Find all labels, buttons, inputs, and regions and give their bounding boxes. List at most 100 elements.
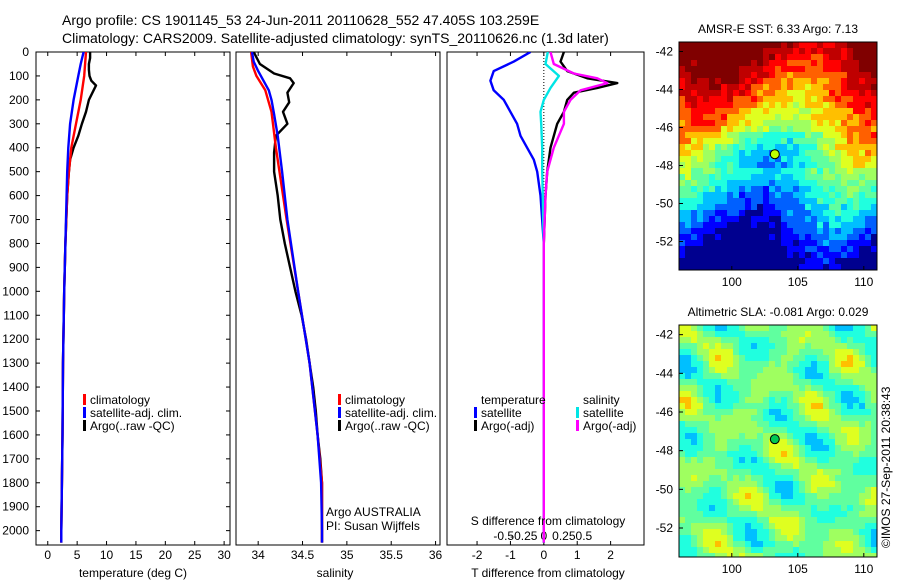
sla-cell [745,403,752,410]
sla-cell [739,493,746,500]
sla-cell [757,367,764,374]
sst-cell [859,180,866,187]
sst-cell [763,264,770,270]
sla-cell [697,469,704,476]
x-tick-label: 35 [340,548,354,562]
sla-cell [679,367,686,374]
sst-cell [745,210,752,217]
sst-cell [733,102,740,109]
sla-cell [865,397,872,404]
sst-cell [775,216,782,223]
sst-cell [757,42,764,49]
sst-cell [721,264,728,270]
salinity-panel: 34 34.5 35 35.5 36 salinity climatology sate… [235,51,443,580]
sst-cell [793,72,800,79]
sla-cell [787,385,794,392]
sla-cell [745,511,752,518]
sst-cell [721,120,728,127]
sst-cell [865,144,872,151]
depth-tick-label: 400 [9,141,29,155]
sla-cell [739,331,746,338]
sla-cell [793,457,800,464]
sst-cell [859,198,866,205]
sla-cell [871,421,877,428]
sla-cell [847,487,854,494]
sla-cell [739,487,746,494]
sla-cell [757,343,764,350]
sst-cell [811,264,818,270]
sst-cell [781,96,788,103]
sst-cell [697,204,704,211]
sla-cell [853,379,860,386]
sla-cell [835,379,842,386]
sst-cell [769,228,776,235]
sla-cell [865,349,872,356]
sla-cell [739,511,746,518]
sst-cell [715,168,722,175]
sla-cell [823,397,830,404]
sst-cell [853,222,860,229]
sla-cell [685,517,692,524]
sla-cell [727,361,734,368]
sla-cell [751,487,758,494]
sst-cell [853,66,860,73]
sla-cell [787,475,794,482]
sst-cell [685,192,692,199]
sla-cell [865,379,872,386]
sst-cell [853,246,860,253]
sst-cell [835,132,842,139]
sst-cell [823,156,830,163]
sst-cell [853,120,860,127]
sla-cell [715,397,722,404]
sst-cell [703,108,710,115]
sla-cell [805,421,812,428]
sst-cell [721,66,728,73]
sst-cell [853,144,860,151]
sla-cell [757,397,764,404]
sla-cell [799,331,806,338]
sst-cell [811,96,818,103]
sla-cell [805,451,812,458]
sla-cell [727,445,734,452]
sst-cell [817,198,824,205]
sla-cell [859,391,866,398]
sla-cell [853,391,860,398]
sla-cell [721,463,728,470]
sla-cell [859,451,866,458]
sla-cell [721,529,728,536]
sla-cell [685,529,692,536]
sla-cell [721,517,728,524]
sla-cell [823,529,830,536]
sla-cell [715,487,722,494]
sla-cell [757,553,764,557]
sst-cell [685,42,692,49]
sst-cell [823,228,830,235]
map-y-tick-label: -48 [656,444,674,458]
sst-cell [691,222,698,229]
legend-label-argo: Argo(..raw -QC) [90,419,175,433]
sst-cell [745,264,752,270]
sst-cell [805,108,812,115]
sla-cell [733,421,740,428]
sla-cell [781,373,788,380]
sst-cell [835,246,842,253]
sla-cell [799,397,806,404]
sla-cell [685,373,692,380]
sla-cell [835,475,842,482]
sst-cell [739,222,746,229]
sla-cell [763,535,770,542]
sst-cell [793,246,800,253]
sla-cell [751,523,758,530]
sst-cell [799,126,806,133]
sla-cell [715,505,722,512]
sst-cell [871,192,877,199]
x-tick-label: 2 [607,548,614,562]
sst-cell [691,54,698,61]
sla-map-title: Altimetric SLA: -0.081 Argo: 0.029 [688,305,869,319]
sst-cell [853,108,860,115]
sst-cell [721,258,728,265]
sla-cell [691,439,698,446]
sst-cell [829,174,836,181]
legend-label-argo: Argo(..raw -QC) [345,419,430,433]
sla-cell [715,529,722,536]
